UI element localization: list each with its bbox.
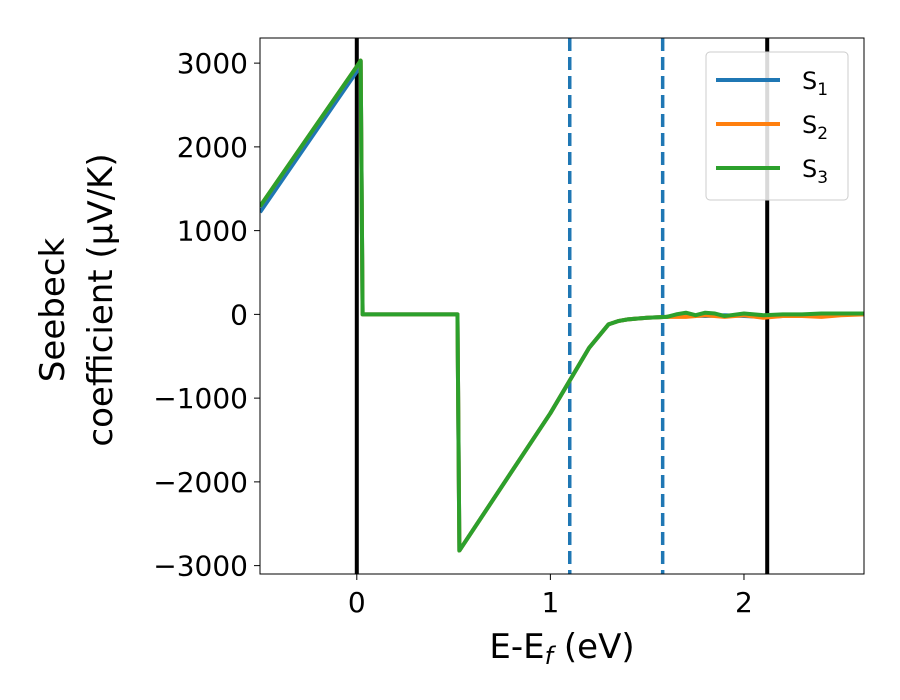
y-axis-label-line2: coefficient (μV/K) [81,153,121,446]
y-axis-label: Seebeck coefficient (μV/K) [33,153,121,446]
x-tick-label: 0 [348,586,366,619]
x-axis-label-main: E-E [489,627,544,667]
plot-frame [259,37,865,575]
y-tick-label: 3000 [177,47,248,80]
x-axis-label: E-Ef (eV) [489,627,634,670]
legend-label-S3: S3 [802,155,828,188]
x-tick-label: 2 [735,586,753,619]
y-tick-label: 1000 [177,215,248,248]
legend-label-S1: S1 [802,67,828,100]
y-axis-ticks: 3000 2000 1000 0 −1000 −2000 −3000 [153,47,260,583]
series-line-S3 [260,58,864,553]
x-tick-label: 1 [541,586,559,619]
y-tick-label: −1000 [153,382,248,415]
y-tick-label: 2000 [177,131,248,164]
y-axis-label-line1: Seebeck [33,238,73,383]
y-tick-label: −2000 [153,466,248,499]
x-axis-ticks: 0 1 2 [348,574,753,619]
legend: S1 S2 S3 [705,51,849,201]
x-axis-label-tail: (eV) [553,627,635,667]
series-lines [260,58,864,553]
y-tick-label: 0 [230,298,248,331]
legend-label-S2: S2 [802,111,828,144]
y-tick-label: −3000 [153,550,248,583]
